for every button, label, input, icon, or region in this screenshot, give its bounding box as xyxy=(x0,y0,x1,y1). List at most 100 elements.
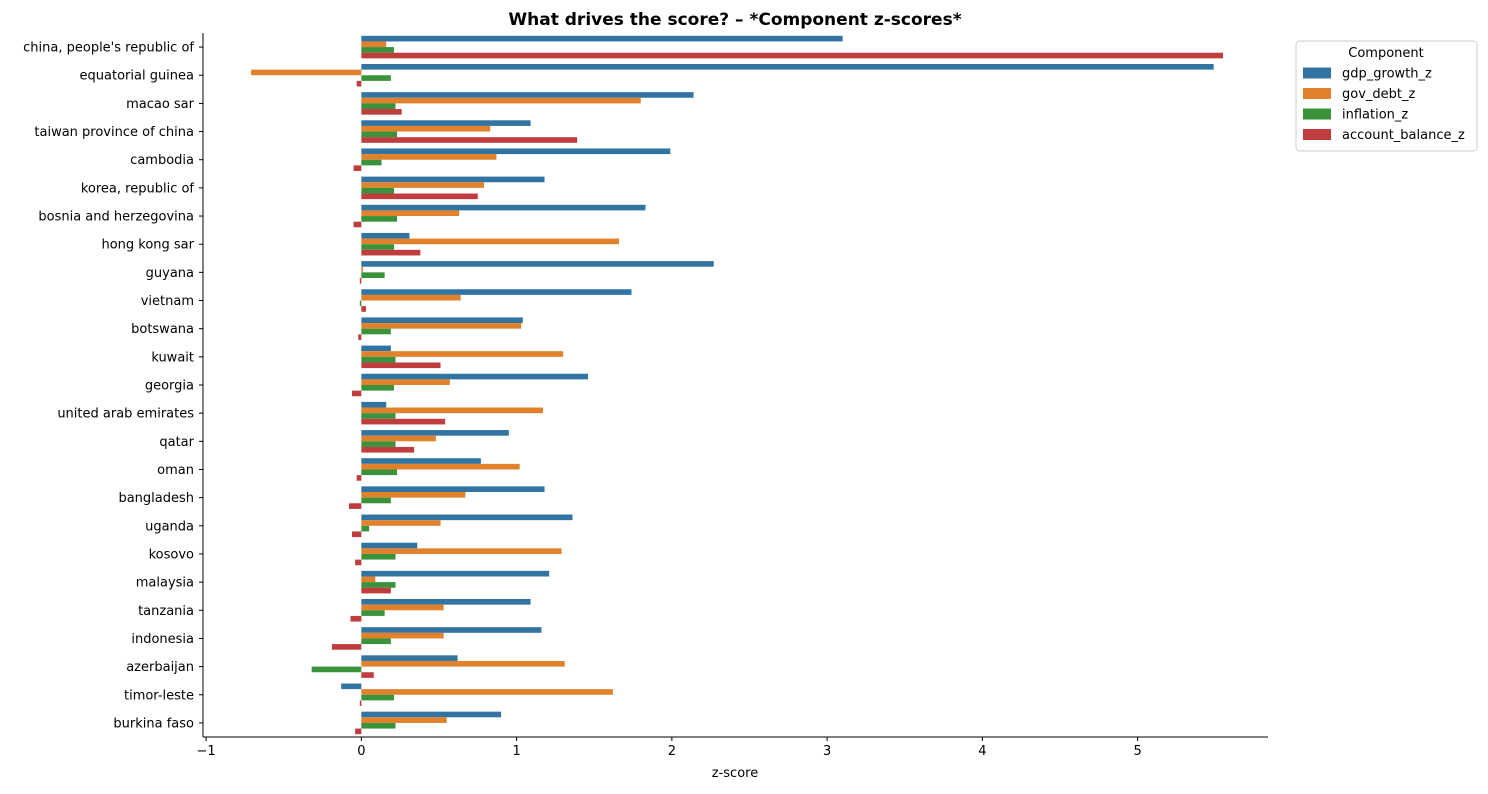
bar-account_balance_z-6 xyxy=(353,221,362,228)
legend-label-gov_debt_z: gov_debt_z xyxy=(1342,87,1415,102)
bar-gdp_growth_z-8 xyxy=(361,261,714,267)
bar-inflation_z-16 xyxy=(361,497,391,504)
bar-gdp_growth_z-1 xyxy=(361,63,1214,70)
bar-gdp_growth_z-23 xyxy=(341,683,362,690)
bar-gdp_growth_z-9 xyxy=(361,289,632,295)
bar-inflation_z-5 xyxy=(361,187,394,194)
bars-layer xyxy=(251,35,1223,735)
bar-inflation_z-24 xyxy=(361,722,396,729)
bar-gdp_growth_z-15 xyxy=(361,458,481,464)
bar-gov_debt_z-10 xyxy=(361,323,522,329)
bar-inflation_z-14 xyxy=(361,441,396,447)
bar-gdp_growth_z-18 xyxy=(361,542,418,549)
y-axis: china, people's republic of equatorial gu… xyxy=(23,33,204,737)
bar-gdp_growth_z-22 xyxy=(361,655,458,661)
legend-swatch-account_balance_z xyxy=(1303,129,1331,140)
bar-gov_debt_z-4 xyxy=(361,154,497,160)
y-tick-label: china, people's republic of xyxy=(23,41,194,56)
bar-inflation_z-6 xyxy=(361,216,398,222)
bar-inflation_z-3 xyxy=(361,131,398,138)
bar-gov_debt_z-20 xyxy=(361,604,444,611)
y-tick-label: macao sar xyxy=(126,97,195,112)
y-tick-label: vietnam xyxy=(141,294,194,309)
bar-inflation_z-13 xyxy=(361,413,396,419)
bar-gdp_growth_z-7 xyxy=(361,232,410,239)
bar-inflation_z-17 xyxy=(361,525,370,532)
legend-swatch-gdp_growth_z xyxy=(1303,67,1331,79)
bar-account_balance_z-1 xyxy=(356,80,362,87)
bar-gov_debt_z-0 xyxy=(361,41,387,48)
bar-account_balance_z-23 xyxy=(359,700,362,707)
y-tick-label: equatorial guinea xyxy=(80,69,194,84)
bar-gov_debt_z-22 xyxy=(361,660,565,667)
bar-account_balance_z-24 xyxy=(355,728,362,735)
bar-account_balance_z-12 xyxy=(352,390,362,397)
y-tick-label: kuwait xyxy=(151,350,194,365)
legend-title: Component xyxy=(1348,46,1423,61)
bar-gov_debt_z-8 xyxy=(361,266,363,273)
y-tick-label: bangladesh xyxy=(118,491,194,506)
bar-account_balance_z-3 xyxy=(361,137,578,143)
bar-gov_debt_z-18 xyxy=(361,548,562,554)
bar-account_balance_z-0 xyxy=(361,52,1223,59)
x-tick-label: 4 xyxy=(978,744,986,759)
bar-gdp_growth_z-4 xyxy=(361,148,671,155)
y-tick-label: botswana xyxy=(131,322,194,337)
bar-gov_debt_z-23 xyxy=(361,689,613,695)
bar-inflation_z-4 xyxy=(361,159,382,166)
bar-inflation_z-18 xyxy=(361,553,396,560)
bar-gdp_growth_z-20 xyxy=(361,599,531,605)
bar-gov_debt_z-13 xyxy=(361,407,543,414)
bar-account_balance_z-11 xyxy=(361,362,441,369)
y-tick-label: bosnia and herzegovina xyxy=(38,210,194,225)
x-tick-label: 3 xyxy=(823,744,831,759)
legend-items: gdp_growth_z gov_debt_z inflation_zaccount… xyxy=(1303,67,1465,143)
bar-gdp_growth_z-21 xyxy=(361,627,542,633)
bar-inflation_z-1 xyxy=(361,75,391,81)
x-tick-label: 0 xyxy=(357,744,365,759)
legend-label-gdp_growth_z: gdp_growth_z xyxy=(1342,67,1432,82)
y-tick-label: cambodia xyxy=(130,153,194,168)
x-tick-label: 1 xyxy=(512,744,520,759)
bar-account_balance_z-15 xyxy=(356,475,362,481)
x-tick-label: 2 xyxy=(668,744,676,759)
bar-gov_debt_z-12 xyxy=(361,379,450,385)
y-tick-label: malaysia xyxy=(136,576,194,591)
bar-account_balance_z-20 xyxy=(350,615,362,622)
chart-title: What drives the score? – *Component z-sc… xyxy=(508,10,961,30)
x-tick-label: 5 xyxy=(1133,744,1141,759)
bar-inflation_z-9 xyxy=(359,300,362,307)
bar-gov_debt_z-17 xyxy=(361,520,441,526)
bar-gov_debt_z-9 xyxy=(361,294,461,301)
y-tick-label: georgia xyxy=(145,379,194,394)
legend-swatch-inflation_z xyxy=(1303,108,1331,120)
bar-gdp_growth_z-12 xyxy=(361,373,589,380)
bar-gdp_growth_z-6 xyxy=(361,204,646,211)
bar-gov_debt_z-21 xyxy=(361,632,444,639)
bar-inflation_z-15 xyxy=(361,469,398,476)
bar-gdp_growth_z-17 xyxy=(361,514,573,521)
x-axis: −1 0 1 2 3 4 5 xyxy=(197,736,1268,759)
bar-account_balance_z-13 xyxy=(361,418,446,425)
bar-account_balance_z-19 xyxy=(361,587,391,594)
bar-gdp_growth_z-3 xyxy=(361,120,531,126)
bar-inflation_z-10 xyxy=(361,328,391,335)
bar-inflation_z-7 xyxy=(361,244,394,250)
bar-gdp_growth_z-10 xyxy=(361,317,523,324)
bar-gdp_growth_z-24 xyxy=(361,711,502,718)
bar-inflation_z-11 xyxy=(361,356,396,363)
y-tick-label: tanzania xyxy=(138,604,194,619)
bar-account_balance_z-2 xyxy=(361,109,402,115)
bar-gov_debt_z-6 xyxy=(361,210,460,217)
bar-gov_debt_z-11 xyxy=(361,351,564,357)
bar-inflation_z-8 xyxy=(361,272,385,278)
y-tick-label: azerbaijan xyxy=(126,660,194,675)
bar-account_balance_z-10 xyxy=(358,334,362,340)
bar-inflation_z-23 xyxy=(361,694,394,701)
y-tick-label: hong kong sar xyxy=(101,238,194,253)
bar-gov_debt_z-3 xyxy=(361,125,491,132)
bar-inflation_z-12 xyxy=(361,385,394,391)
legend-box xyxy=(1295,40,1478,152)
y-tick-label: burkina faso xyxy=(113,716,194,731)
